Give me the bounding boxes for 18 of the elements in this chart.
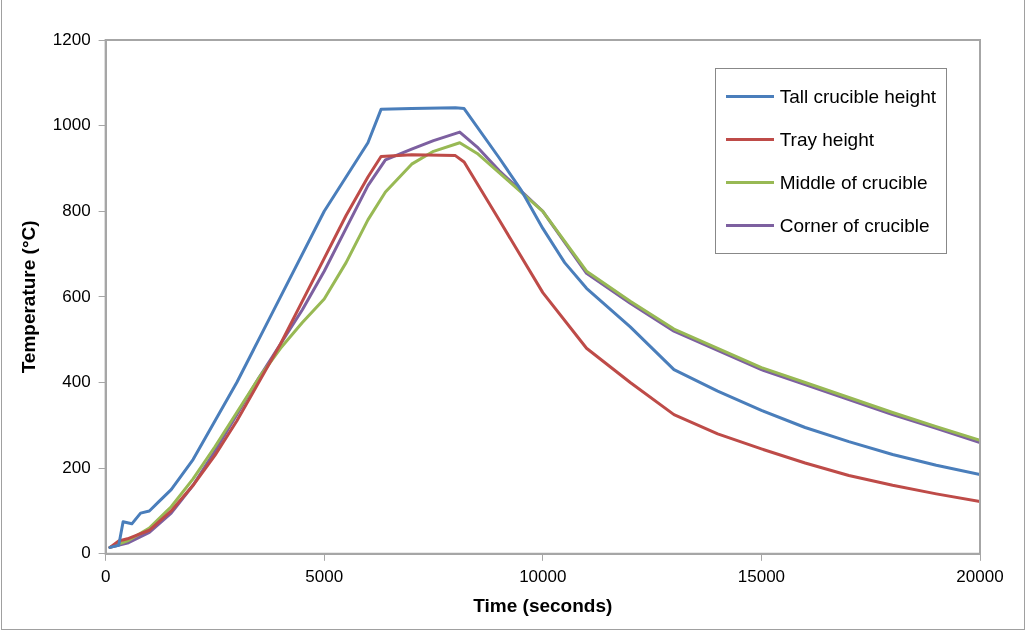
y-tick-label: 1000 bbox=[52, 115, 91, 135]
x-tick-label: 0 bbox=[100, 566, 111, 586]
y-tick-label: 1200 bbox=[52, 29, 91, 49]
x-tick-label: 20000 bbox=[956, 566, 1004, 586]
legend-label: Middle of crucible bbox=[779, 171, 928, 194]
y-tick-label: 600 bbox=[62, 286, 91, 306]
y-tick-label: 200 bbox=[62, 457, 91, 477]
x-tick-label: 5000 bbox=[305, 566, 344, 586]
x-tick-label: 15000 bbox=[737, 566, 786, 586]
legend-label: Tray height bbox=[779, 128, 875, 151]
legend-label: Tall crucible height bbox=[779, 85, 936, 108]
x-tick-label: 10000 bbox=[519, 566, 567, 586]
x-axis-title: Time (seconds) bbox=[473, 594, 613, 616]
legend-label: Corner of crucible bbox=[779, 214, 930, 237]
y-tick-label: 400 bbox=[62, 372, 91, 392]
y-tick-label: 0 bbox=[81, 543, 91, 563]
y-tick-label: 800 bbox=[62, 200, 91, 220]
y-axis-title: Temperature (°C) bbox=[17, 220, 39, 374]
